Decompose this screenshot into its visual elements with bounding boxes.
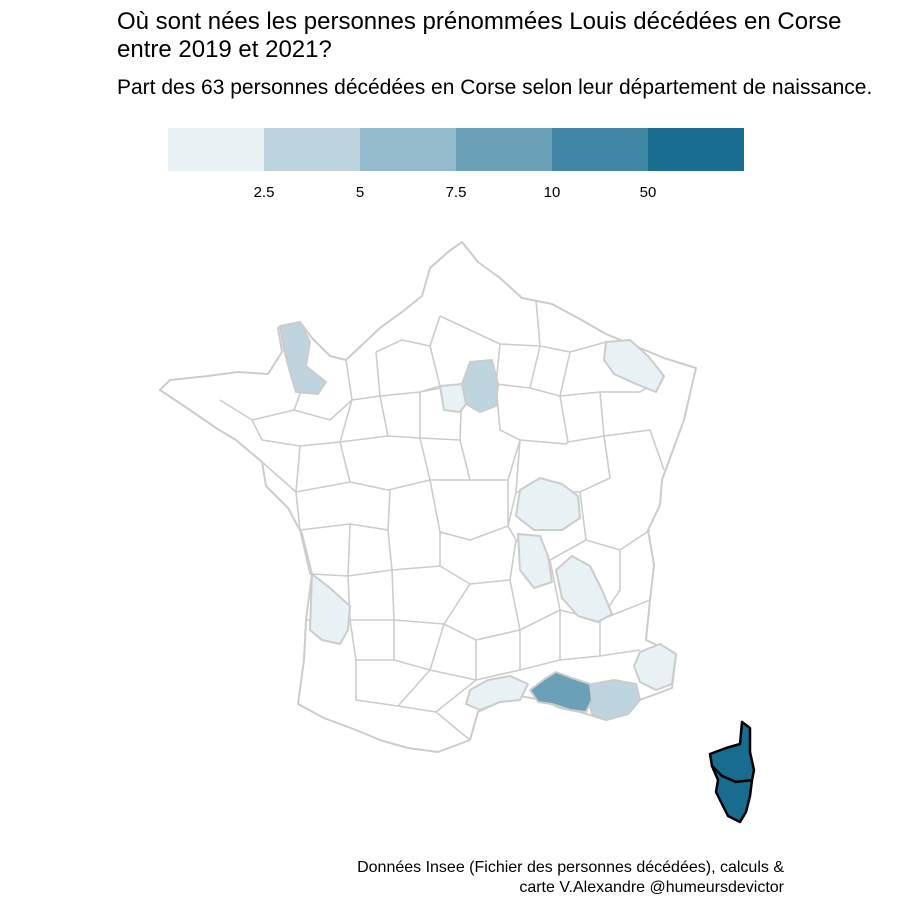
legend-color-bar bbox=[168, 128, 744, 171]
map-subtitle: Part des 63 personnes décédées en Corse … bbox=[117, 76, 873, 99]
region-bouches-du-rhone bbox=[529, 671, 593, 713]
region-corse-du-sud bbox=[710, 764, 754, 824]
region-manche bbox=[279, 321, 327, 395]
region-rhone bbox=[517, 533, 553, 589]
caption-line-2: carte V.Alexandre @humeursdevictor bbox=[519, 879, 784, 896]
legend-tick-50: 50 bbox=[639, 184, 657, 201]
region-alpes-maritimes bbox=[633, 643, 677, 691]
legend-swatch-2 bbox=[264, 128, 360, 171]
region-moselle bbox=[603, 339, 665, 393]
color-legend: 2.5 5 7.5 10 50 bbox=[168, 128, 744, 218]
legend-swatch-1 bbox=[168, 128, 264, 171]
region-seine-et-marne bbox=[461, 359, 499, 413]
legend-tick-5: 5 bbox=[355, 184, 365, 201]
caption-line-1: Données Insee (Fichier des personnes déc… bbox=[357, 859, 784, 876]
region-herault bbox=[465, 675, 529, 711]
region-var bbox=[587, 679, 641, 721]
department-borders bbox=[219, 299, 665, 741]
legend-swatch-3 bbox=[360, 128, 456, 171]
france-mainland-outline bbox=[159, 241, 697, 753]
legend-tick-7-5: 7.5 bbox=[445, 184, 467, 201]
legend-swatch-5 bbox=[552, 128, 648, 171]
region-isere bbox=[555, 555, 613, 623]
region-val-d-oise bbox=[439, 383, 467, 413]
legend-swatch-4 bbox=[456, 128, 552, 171]
france-departments-map bbox=[159, 241, 756, 824]
legend-swatch-6 bbox=[648, 128, 744, 171]
map-title: Où sont nées les personnes prénommées Lo… bbox=[117, 8, 842, 63]
legend-tick-2-5: 2.5 bbox=[253, 184, 275, 201]
source-caption: Données Insee (Fichier des personnes déc… bbox=[224, 858, 784, 898]
legend-tick-10: 10 bbox=[543, 184, 561, 201]
region-saone-et-loire bbox=[515, 477, 581, 531]
region-gironde bbox=[309, 573, 351, 645]
